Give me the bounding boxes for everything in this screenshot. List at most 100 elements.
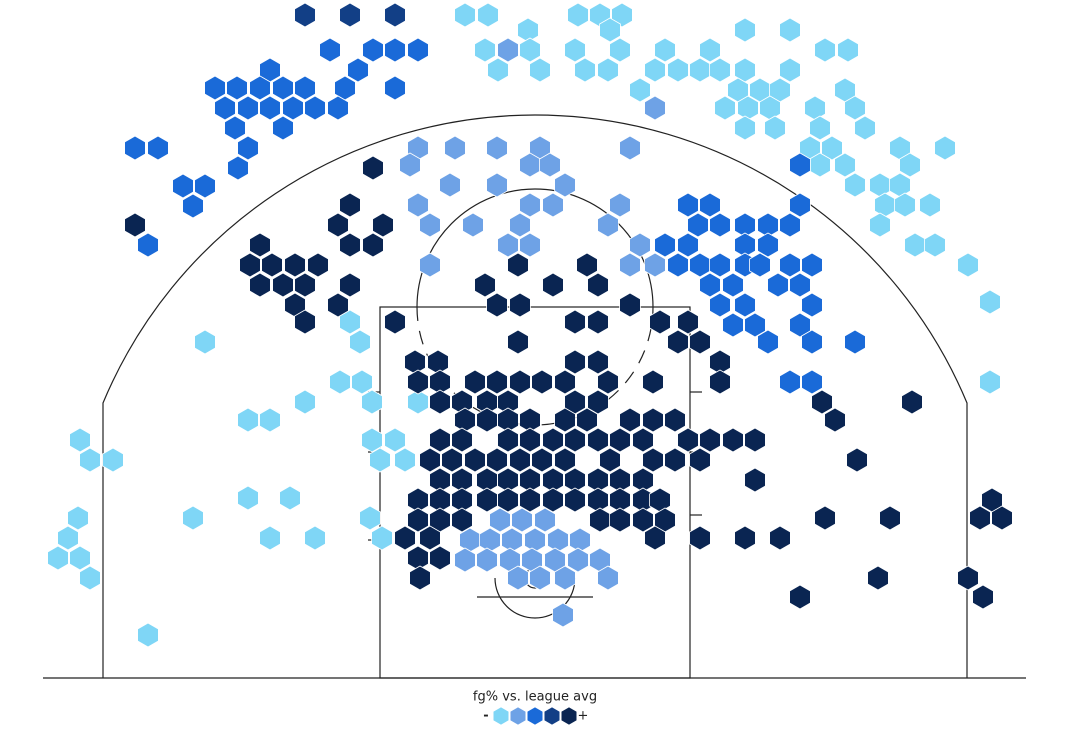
hex — [507, 252, 529, 278]
hex — [79, 447, 101, 473]
hex — [869, 212, 891, 238]
hex — [611, 2, 633, 28]
legend-swatch — [543, 706, 561, 726]
hex — [194, 329, 216, 355]
hex — [722, 427, 744, 453]
hex — [699, 427, 721, 453]
hex — [394, 447, 416, 473]
hex — [464, 447, 486, 473]
hex — [889, 172, 911, 198]
hex — [79, 565, 101, 591]
hex — [629, 77, 651, 103]
hex — [567, 547, 589, 573]
hex — [429, 545, 451, 571]
hex — [667, 57, 689, 83]
hex — [689, 329, 711, 355]
hex — [451, 427, 473, 453]
legend — [492, 706, 578, 726]
hex — [619, 252, 641, 278]
hex — [734, 292, 756, 318]
hex — [979, 289, 1001, 315]
hex — [814, 37, 836, 63]
hex — [539, 152, 561, 178]
hex — [226, 75, 248, 101]
hex — [69, 427, 91, 453]
hex — [384, 2, 406, 28]
hex — [554, 172, 576, 198]
hex — [182, 505, 204, 531]
hex — [689, 525, 711, 551]
hex — [339, 192, 361, 218]
hex — [497, 487, 519, 513]
hex — [294, 309, 316, 335]
hex — [429, 427, 451, 453]
hex — [474, 37, 496, 63]
hex — [609, 507, 631, 533]
hex — [261, 252, 283, 278]
hex — [934, 135, 956, 161]
hex — [542, 487, 564, 513]
hex — [509, 212, 531, 238]
hex — [124, 212, 146, 238]
hex — [172, 173, 194, 199]
hex — [531, 369, 553, 395]
hex — [642, 369, 664, 395]
hex — [789, 152, 811, 178]
hex — [709, 369, 731, 395]
hex — [524, 527, 546, 553]
hex — [304, 95, 326, 121]
hex — [554, 369, 576, 395]
hex — [329, 369, 351, 395]
hex — [519, 192, 541, 218]
hex — [47, 545, 69, 571]
hex — [339, 232, 361, 258]
hex — [801, 292, 823, 318]
hex — [972, 584, 994, 610]
hex — [304, 525, 326, 551]
hex — [924, 232, 946, 258]
hex — [259, 407, 281, 433]
hex — [824, 407, 846, 433]
hex — [487, 57, 509, 83]
hex — [846, 447, 868, 473]
legend-swatch — [492, 706, 510, 726]
hex — [547, 527, 569, 553]
hex — [517, 17, 539, 43]
hex — [272, 115, 294, 141]
hex — [587, 427, 609, 453]
hex — [677, 192, 699, 218]
hex — [554, 447, 576, 473]
hex — [454, 2, 476, 28]
hex — [361, 427, 383, 453]
hex — [834, 152, 856, 178]
hexes — [47, 2, 1013, 648]
hex — [957, 252, 979, 278]
hex — [609, 192, 631, 218]
restricted-area — [494, 577, 576, 619]
hex — [867, 565, 889, 591]
hex — [687, 212, 709, 238]
hex — [407, 507, 429, 533]
hex — [644, 57, 666, 83]
hex — [529, 565, 551, 591]
hex — [451, 507, 473, 533]
hex — [597, 212, 619, 238]
hex — [259, 95, 281, 121]
hex — [844, 95, 866, 121]
hex — [429, 389, 451, 415]
hex — [644, 252, 666, 278]
hex — [542, 427, 564, 453]
hex — [474, 272, 496, 298]
hex — [372, 212, 394, 238]
legend-swatch — [509, 706, 527, 726]
hex — [677, 427, 699, 453]
hex — [147, 135, 169, 161]
hex — [476, 487, 498, 513]
hex — [689, 447, 711, 473]
hex — [654, 37, 676, 63]
hex — [599, 17, 621, 43]
hex — [649, 309, 671, 335]
hex — [644, 95, 666, 121]
hex — [519, 487, 541, 513]
